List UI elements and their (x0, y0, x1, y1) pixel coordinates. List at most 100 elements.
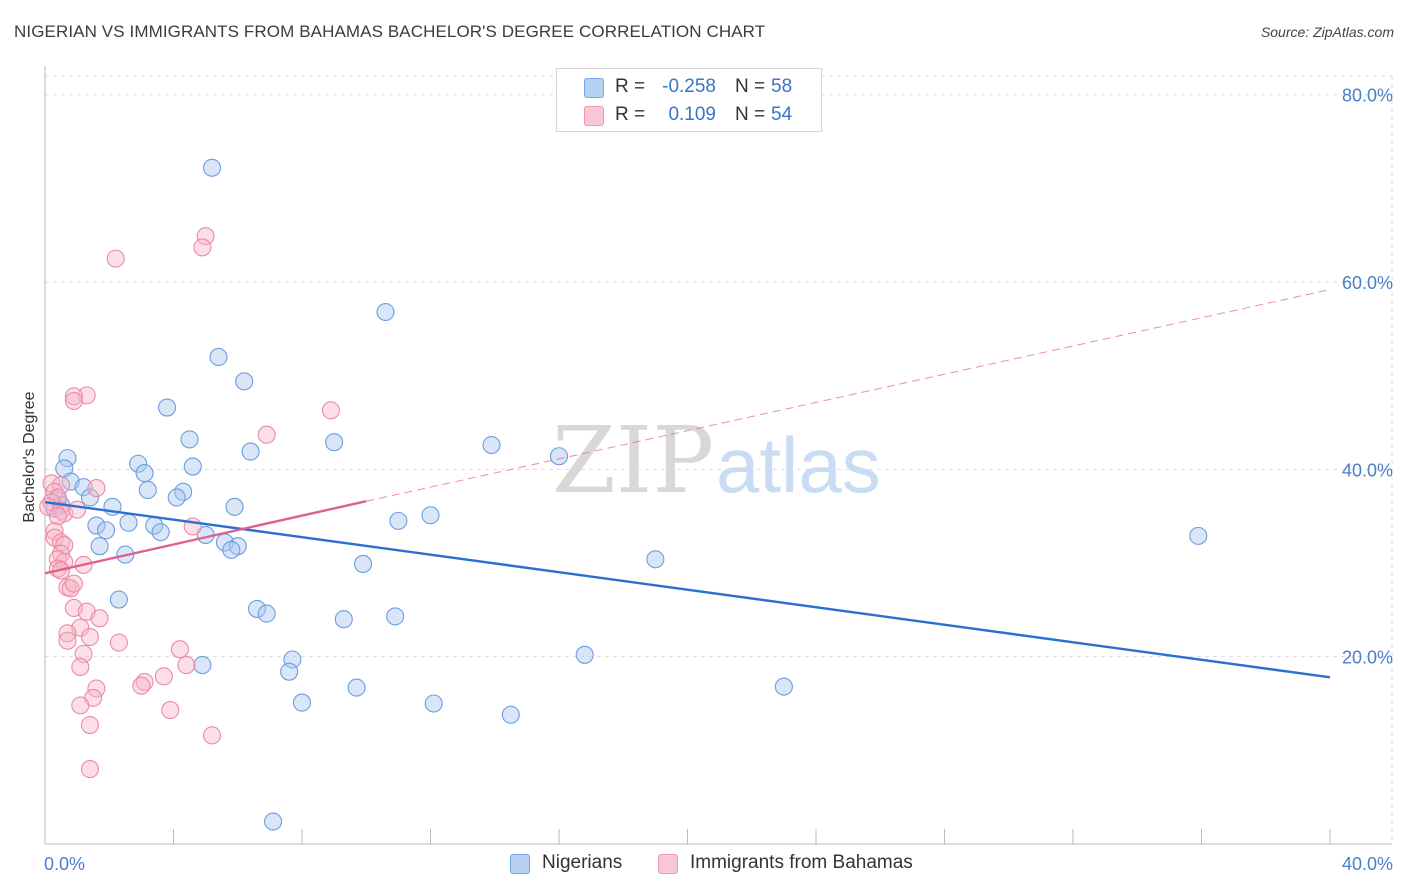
point-nigerian (646, 550, 665, 569)
point-nigerian (347, 678, 366, 697)
point-nigerian (203, 158, 222, 177)
point-bahamas (257, 425, 276, 444)
point-bahamas (64, 391, 83, 411)
point-nigerian (376, 302, 395, 322)
point-bahamas (193, 238, 212, 257)
point-nigerian (87, 516, 106, 535)
legend-n-value: 54 (771, 104, 793, 125)
point-bahamas (80, 760, 100, 779)
trend-lines (44, 289, 1331, 679)
point-nigerian (247, 599, 267, 618)
point-bahamas (58, 624, 77, 643)
legend-r-label: R = (615, 104, 646, 125)
x-tick-label: 40.0% (1342, 854, 1393, 874)
point-nigerian (129, 454, 148, 473)
point-nigerian (257, 604, 276, 623)
point-nigerian (421, 506, 440, 525)
stats-legend: R = -0.258 N = 58 R = 0.109 N = 54 (556, 68, 822, 132)
legend-label-bahamas: Immigrants from Bahamas (690, 852, 913, 873)
legend-swatch-pink (584, 106, 604, 126)
point-bahamas (161, 701, 180, 720)
point-bahamas (80, 716, 100, 735)
point-bahamas (154, 667, 173, 686)
watermark-zip: ZIP (552, 407, 714, 514)
trend-line-bahamas-extension (366, 289, 1331, 502)
trend-line-bahamas (44, 500, 367, 575)
point-nigerian (1189, 526, 1208, 545)
y-tick-label: 40.0% (1342, 460, 1393, 480)
point-nigerian (58, 449, 77, 468)
y-axis-label: Bachelor's Degree (21, 391, 38, 522)
point-bahamas (52, 501, 71, 520)
y-tick-label: 80.0% (1342, 86, 1393, 106)
point-bahamas (196, 227, 215, 246)
point-nigerian (334, 610, 353, 629)
point-nigerian (74, 478, 93, 497)
watermark: ZIP atlas (552, 407, 881, 514)
point-nigerian (119, 513, 138, 532)
point-nigerian (549, 447, 569, 466)
legend-n-value: 58 (771, 76, 793, 97)
point-nigerian (167, 488, 186, 507)
point-nigerian (386, 607, 405, 626)
axes (44, 66, 1392, 845)
point-nigerian (292, 693, 312, 712)
y-tick-label: 60.0% (1342, 273, 1393, 293)
point-bahamas (177, 656, 196, 675)
point-nigerian (209, 347, 228, 367)
y-tick-labels: 80.0% 60.0% 40.0% 20.0% (1342, 86, 1393, 668)
point-nigerian (235, 372, 254, 391)
point-nigerian (135, 464, 154, 483)
point-bahamas (45, 522, 64, 541)
legend-r-value: 0.109 (668, 104, 716, 125)
point-nigerian (222, 540, 241, 559)
point-bahamas (203, 726, 222, 745)
point-nigerian (225, 497, 244, 516)
point-nigerian (241, 442, 260, 461)
y-tick-label: 20.0% (1342, 648, 1393, 668)
legend-swatch-blue (584, 78, 604, 98)
point-bahamas (109, 633, 128, 652)
point-bahamas (64, 574, 83, 593)
point-bahamas (45, 482, 64, 501)
source-label: Source: ZipAtlas.com (1260, 24, 1394, 40)
point-bahamas (68, 500, 87, 519)
legend-r-value: -0.258 (662, 76, 716, 97)
point-nigerian (158, 398, 177, 417)
point-bahamas (106, 249, 125, 268)
point-nigerian (96, 521, 116, 540)
point-nigerian (482, 435, 501, 455)
point-bahamas (132, 676, 151, 695)
point-nigerian (183, 457, 202, 476)
point-nigerian (109, 590, 128, 609)
point-nigerian (80, 488, 100, 507)
point-nigerian (353, 554, 373, 574)
chart-title: NIGERIAN VS IMMIGRANTS FROM BAHAMAS BACH… (14, 22, 766, 41)
point-bahamas (58, 631, 77, 650)
point-nigerian (264, 812, 283, 831)
legend-r-label: R = (615, 76, 646, 97)
point-nigerian (389, 511, 408, 530)
point-bahamas (71, 657, 90, 677)
legend-swatch-blue (510, 854, 530, 874)
point-bahamas (45, 528, 64, 547)
trend-line-nigerians (44, 500, 1331, 679)
x-tick-label: 0.0% (44, 854, 85, 874)
point-nigerian (151, 523, 170, 542)
point-bahamas (90, 609, 109, 628)
point-nigerian (325, 433, 344, 452)
x-tick-labels: 0.0% 40.0% (44, 854, 1393, 874)
point-bahamas (80, 627, 100, 647)
point-bahamas (64, 387, 83, 406)
point-bahamas (48, 507, 67, 526)
point-nigerian (774, 677, 793, 696)
legend-n-label: N = (735, 76, 766, 97)
point-nigerian (501, 705, 520, 724)
legend-n-label: N = (735, 104, 766, 125)
point-nigerian (424, 694, 443, 713)
point-bahamas (321, 401, 340, 420)
point-bahamas (71, 696, 90, 715)
legend-row-bahamas: R = 0.109 N = 54 (557, 102, 821, 130)
point-nigerian (90, 537, 109, 556)
point-nigerian (193, 656, 212, 675)
